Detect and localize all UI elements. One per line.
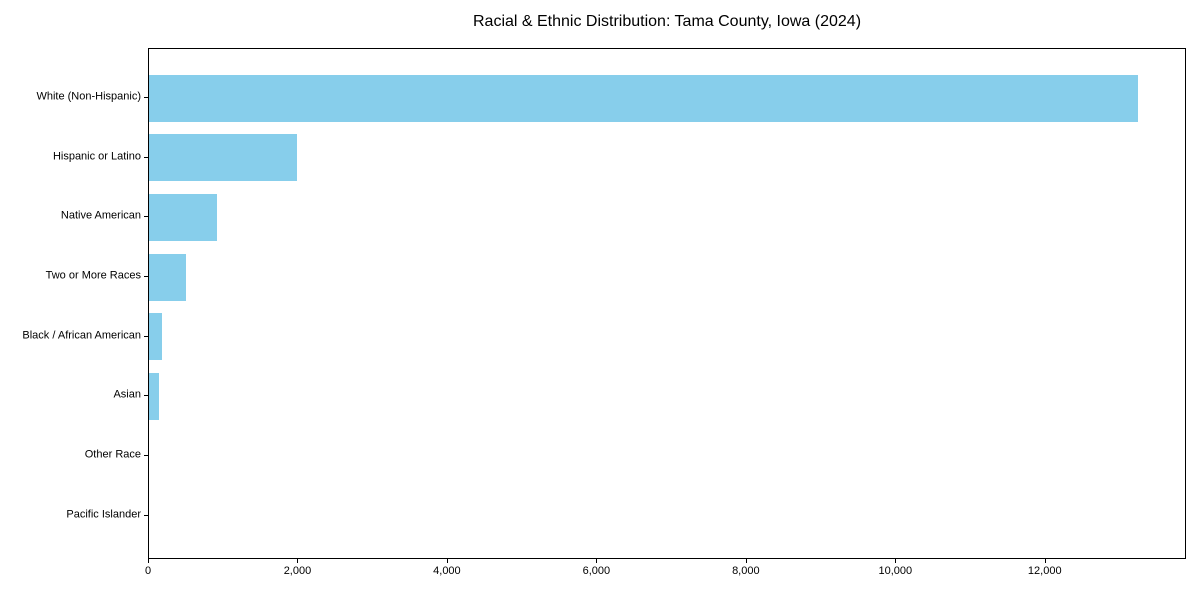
y-tick-mark <box>144 455 148 457</box>
y-axis-label: Native American <box>60 209 141 222</box>
y-axis-label: Other Race <box>84 448 141 461</box>
x-axis-tick-label: 12,000 <box>1027 565 1062 577</box>
y-axis-label: Pacific Islander <box>66 508 141 521</box>
x-axis-tick-label: 6,000 <box>582 565 611 577</box>
y-axis-label: Asian <box>113 388 141 401</box>
x-tick-mark <box>446 559 448 563</box>
y-tick-mark <box>144 276 148 277</box>
x-axis-tick-label: 0 <box>144 565 152 577</box>
y-tick-mark <box>144 514 148 516</box>
y-axis-label: Hispanic or Latino <box>52 150 141 163</box>
x-tick-mark <box>745 559 747 563</box>
x-axis-tick-label: 4,000 <box>433 565 461 577</box>
x-tick-mark <box>895 559 897 563</box>
x-axis-tick-label: 2,000 <box>283 565 312 577</box>
x-tick-mark <box>148 559 149 563</box>
bar-white-non-hispanic <box>149 74 1138 122</box>
y-tick-mark <box>144 216 148 218</box>
y-tick-mark <box>144 97 148 98</box>
y-tick-mark <box>144 395 148 397</box>
x-axis-tick-label: 8,000 <box>732 565 760 577</box>
y-axis-label: White (Non-Hispanic) <box>36 90 141 103</box>
bar-hispanic-or-latino <box>149 134 297 182</box>
x-axis-tick-label: 10,000 <box>878 565 913 577</box>
y-tick-mark <box>144 335 148 337</box>
y-axis-label: Two or More Races <box>45 269 141 282</box>
y-axis-label: Black / African American <box>22 329 141 342</box>
chart-title: Racial & Ethnic Distribution: Tama Count… <box>472 13 862 30</box>
x-tick-mark <box>297 559 299 563</box>
x-tick-mark <box>1044 559 1046 563</box>
plot-area <box>148 48 1186 559</box>
y-tick-mark <box>144 156 148 158</box>
bar-black-african-american <box>149 313 163 361</box>
x-tick-mark <box>596 559 598 563</box>
bar-two-or-more-races <box>149 253 186 301</box>
bar-asian <box>149 372 160 420</box>
bar-native-american <box>149 193 217 241</box>
